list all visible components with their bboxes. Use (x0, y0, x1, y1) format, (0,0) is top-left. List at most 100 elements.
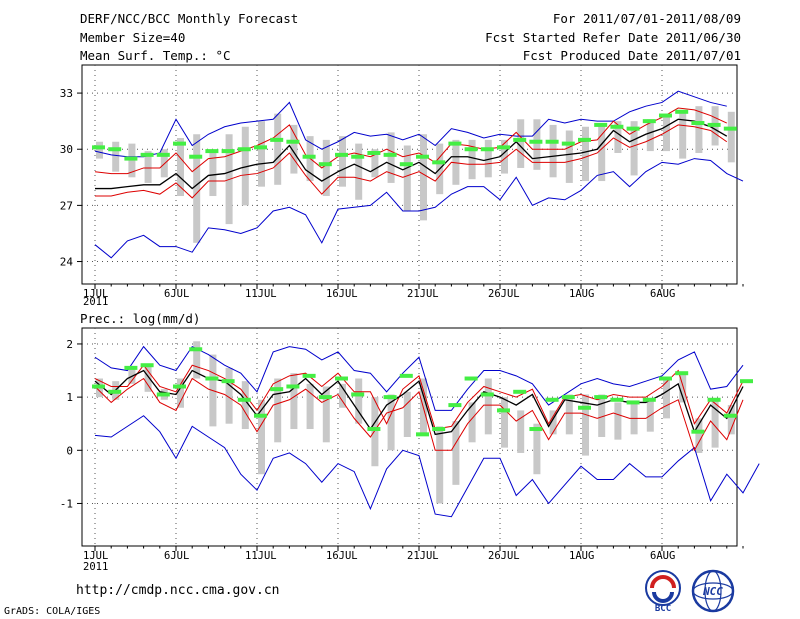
spread-box (598, 123, 606, 182)
spread-box (452, 139, 460, 185)
spread-box (225, 367, 233, 424)
member-marker (108, 147, 122, 152)
spread-box (533, 423, 541, 475)
member-marker (237, 147, 251, 152)
spread-box (355, 378, 363, 424)
forecast-started-date: Fcst Started Refer Date 2011/06/30 (485, 30, 741, 45)
member-marker (173, 384, 186, 389)
bcc-logo-text: BCC (655, 604, 671, 614)
member-marker (642, 397, 656, 402)
spread-box (241, 381, 249, 430)
spread-box (646, 119, 654, 152)
member-size: Member Size=40 (80, 30, 186, 45)
member-marker (691, 121, 705, 126)
member-marker (464, 376, 478, 381)
x-tick-label: 1AUG (569, 288, 594, 300)
member-marker (254, 413, 267, 418)
spread-box (517, 119, 525, 168)
spread-box (339, 136, 346, 187)
precipitation-panel: 1JUL 6JUL 11JUL 16JUL 21JUL 26JUL 1AUG 6AUG 2011… (60, 327, 760, 573)
member-marker (399, 373, 413, 378)
spread-box (371, 397, 379, 467)
member-marker (205, 149, 219, 154)
spread-box (695, 106, 703, 153)
member-marker (432, 427, 446, 432)
member-marker (286, 384, 300, 389)
series-lower-line (94, 377, 744, 452)
member-marker (367, 150, 381, 155)
member-marker (578, 137, 591, 142)
spread-box (663, 378, 670, 419)
spread-box (322, 139, 330, 197)
member-marker (448, 141, 462, 146)
spread-box (420, 134, 427, 221)
spread-box (582, 126, 589, 182)
x-tick-label: 21JUL (407, 550, 439, 562)
series-max-line (94, 345, 744, 411)
member-marker (156, 392, 170, 397)
member-marker (545, 139, 559, 144)
forecast-period: For 2011/07/01-2011/08/09 (552, 11, 741, 26)
member-marker (416, 432, 429, 437)
member-marker (659, 376, 672, 381)
member-marker (513, 137, 527, 142)
member-marker (189, 154, 203, 159)
spread-box (403, 145, 411, 211)
spread-box (177, 378, 184, 408)
x-tick-label: 6AUG (650, 288, 675, 300)
y-tick-label: 27 (60, 199, 73, 212)
spread-box (549, 410, 557, 435)
y-tick-label: 30 (60, 143, 73, 156)
spread-box (614, 121, 622, 153)
spread-box (679, 109, 687, 159)
x-tick-label: 1JUL (83, 550, 108, 562)
member-marker (173, 141, 186, 146)
spread-box (582, 394, 589, 456)
member-marker (675, 371, 689, 376)
member-marker (205, 376, 219, 381)
member-marker (367, 427, 381, 432)
spread-box (290, 373, 298, 430)
member-marker (610, 397, 624, 402)
x-tick-label: 26JUL (488, 550, 520, 562)
member-marker (707, 397, 721, 402)
member-marker (221, 149, 235, 154)
member-marker (399, 162, 413, 167)
spread-box (339, 383, 346, 408)
member-marker (140, 152, 154, 157)
member-marker (156, 152, 170, 157)
spread-box (241, 126, 249, 206)
member-marker (335, 152, 348, 157)
spread-box (663, 115, 670, 152)
member-marker (448, 403, 462, 408)
y-tick-label: -1 (60, 497, 73, 510)
y-tick-label: 2 (66, 338, 73, 351)
spread-box (436, 426, 444, 504)
series-mean-line (94, 369, 744, 436)
member-marker (416, 154, 429, 159)
member-marker (529, 139, 543, 144)
member-marker (254, 145, 267, 150)
member-marker (464, 147, 478, 152)
source-url[interactable]: http://cmdp.ncc.cma.gov.cn (76, 583, 280, 598)
spread-box (727, 405, 735, 435)
member-marker (545, 397, 559, 402)
member-marker (318, 162, 332, 167)
spread-box (630, 121, 638, 176)
spread-box (193, 341, 201, 379)
spread-box (598, 394, 606, 437)
member-marker (497, 408, 510, 413)
member-marker (302, 373, 316, 378)
member-marker (351, 154, 365, 159)
spread-box (468, 139, 476, 180)
x-tick-label: 11JUL (245, 550, 277, 562)
member-marker (513, 389, 527, 394)
spread-box (679, 373, 687, 403)
spread-box (258, 121, 265, 187)
spread-box (274, 378, 282, 443)
bcc-logo: BCC (645, 570, 681, 614)
member-marker (594, 395, 608, 400)
x-tick-label: 6AUG (650, 550, 675, 562)
member-marker (335, 376, 348, 381)
spread-box (290, 124, 298, 174)
